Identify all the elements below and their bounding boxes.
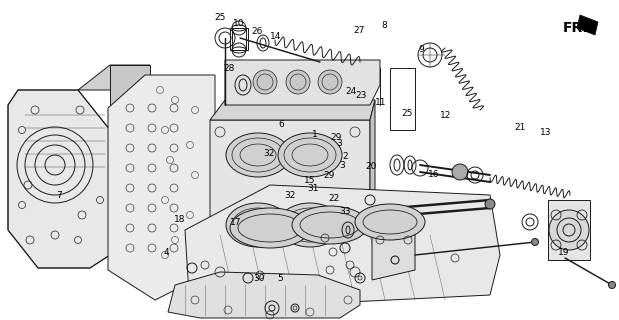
Circle shape xyxy=(253,70,277,94)
Polygon shape xyxy=(210,100,375,120)
Text: 18: 18 xyxy=(174,215,185,224)
Text: 6: 6 xyxy=(279,120,285,129)
Text: 9: 9 xyxy=(418,45,424,54)
Text: 3: 3 xyxy=(336,140,342,148)
Text: 20: 20 xyxy=(366,162,377,171)
Text: 29: 29 xyxy=(331,133,342,142)
Text: 21: 21 xyxy=(514,124,526,132)
Text: 32: 32 xyxy=(264,149,275,158)
Text: 23: 23 xyxy=(355,92,366,100)
Text: 8: 8 xyxy=(381,21,387,30)
Text: 27: 27 xyxy=(353,26,365,35)
Ellipse shape xyxy=(278,203,342,247)
Ellipse shape xyxy=(226,133,290,177)
Ellipse shape xyxy=(226,203,290,247)
Ellipse shape xyxy=(292,206,368,244)
Text: 5: 5 xyxy=(277,274,284,283)
Text: 19: 19 xyxy=(558,248,569,257)
Circle shape xyxy=(318,70,342,94)
Bar xyxy=(230,28,248,50)
Text: 16: 16 xyxy=(428,170,439,179)
Ellipse shape xyxy=(230,208,310,248)
Polygon shape xyxy=(168,272,360,318)
Circle shape xyxy=(608,282,615,289)
Text: 32: 32 xyxy=(284,191,295,200)
Text: 33: 33 xyxy=(340,207,351,216)
Polygon shape xyxy=(110,65,150,200)
Text: 25: 25 xyxy=(214,13,225,22)
Polygon shape xyxy=(185,185,500,310)
Text: 10: 10 xyxy=(233,20,244,28)
Text: 11: 11 xyxy=(375,98,386,107)
Polygon shape xyxy=(548,200,590,260)
Polygon shape xyxy=(577,15,598,35)
Circle shape xyxy=(452,164,468,180)
Text: 7: 7 xyxy=(56,191,62,200)
Text: 24: 24 xyxy=(345,87,357,96)
Text: FR.: FR. xyxy=(563,21,589,35)
Text: 31: 31 xyxy=(307,184,318,193)
Text: 28: 28 xyxy=(223,64,235,73)
Text: 25: 25 xyxy=(402,109,413,118)
Text: 17: 17 xyxy=(230,218,241,227)
Circle shape xyxy=(485,199,495,209)
Polygon shape xyxy=(370,100,375,255)
Polygon shape xyxy=(78,65,150,90)
Circle shape xyxy=(532,238,539,245)
Text: 1: 1 xyxy=(311,130,318,139)
Text: 29: 29 xyxy=(324,172,335,180)
Text: 2: 2 xyxy=(342,152,348,161)
Text: 15: 15 xyxy=(304,176,315,185)
Circle shape xyxy=(286,70,310,94)
Polygon shape xyxy=(372,220,415,280)
Polygon shape xyxy=(108,75,215,300)
Text: 14: 14 xyxy=(270,32,281,41)
Ellipse shape xyxy=(278,133,342,177)
Text: 4: 4 xyxy=(163,248,169,257)
Text: 12: 12 xyxy=(440,111,451,120)
Polygon shape xyxy=(8,90,110,268)
Text: 3: 3 xyxy=(339,161,345,170)
Text: 26: 26 xyxy=(251,28,262,36)
Text: 13: 13 xyxy=(540,128,552,137)
Text: 30: 30 xyxy=(253,274,264,283)
Polygon shape xyxy=(225,60,380,105)
Text: 22: 22 xyxy=(329,194,340,203)
Ellipse shape xyxy=(355,204,425,240)
Polygon shape xyxy=(210,120,370,285)
Circle shape xyxy=(549,210,589,250)
